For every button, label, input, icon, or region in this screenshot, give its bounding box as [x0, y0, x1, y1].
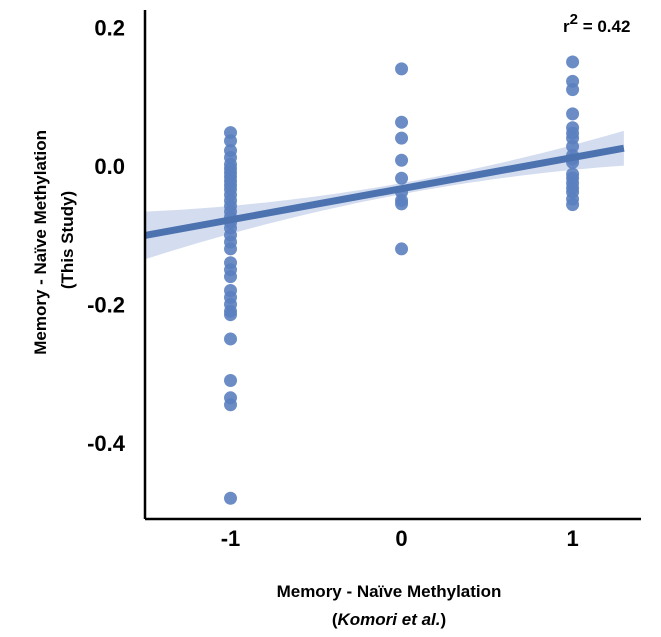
x-axis-title-paren-close: )	[440, 610, 446, 629]
r-squared-annotation: r2 = 0.42	[563, 11, 630, 36]
y-tick-labels: -0.4 -0.2 0.0 0.2	[87, 15, 126, 456]
r-squared-superscript: 2	[570, 11, 578, 28]
y-axis-title-line1: Memory - Naïve Methylation	[31, 130, 50, 355]
data-point	[224, 491, 238, 505]
r-squared-value: = 0.42	[578, 17, 630, 36]
x-axis-title-paren-open: (	[332, 610, 338, 629]
data-point	[566, 107, 580, 121]
regression-line	[144, 144, 625, 239]
x-axis-title-line2: (Komori et al.)	[332, 610, 446, 629]
data-point	[224, 308, 238, 322]
data-point	[395, 171, 409, 185]
data-point	[395, 197, 409, 211]
x-tick-labels: -1 0 1	[221, 526, 579, 551]
data-point	[566, 55, 580, 69]
x-tick-label: 1	[566, 526, 578, 551]
data-point	[395, 62, 409, 76]
data-point	[566, 139, 580, 153]
data-point	[224, 270, 238, 284]
data-point	[224, 373, 238, 387]
y-axis-title: Memory - Naïve Methylation (This Study)	[31, 125, 77, 355]
data-point	[395, 115, 409, 129]
data-points	[224, 55, 580, 505]
y-axis-title-line2: (This Study)	[58, 191, 77, 289]
data-point	[395, 242, 409, 256]
x-axis-title-line1: Memory - Naïve Methylation	[277, 582, 502, 601]
y-tick-label: 0.0	[94, 154, 125, 179]
data-point	[395, 153, 409, 167]
r-squared-base: r	[563, 17, 570, 36]
data-point	[224, 332, 238, 346]
y-tick-label: -0.4	[87, 431, 126, 456]
y-tick-label: 0.2	[94, 15, 125, 40]
data-point	[566, 198, 580, 212]
data-point	[224, 242, 238, 256]
data-point	[224, 134, 238, 148]
x-tick-label: -1	[221, 526, 241, 551]
x-axis-title-citation: Komori et al.	[338, 610, 441, 629]
data-point	[566, 83, 580, 97]
y-tick-label: -0.2	[87, 292, 125, 317]
data-point	[395, 131, 409, 145]
x-tick-label: 0	[395, 526, 407, 551]
data-point	[224, 398, 238, 412]
